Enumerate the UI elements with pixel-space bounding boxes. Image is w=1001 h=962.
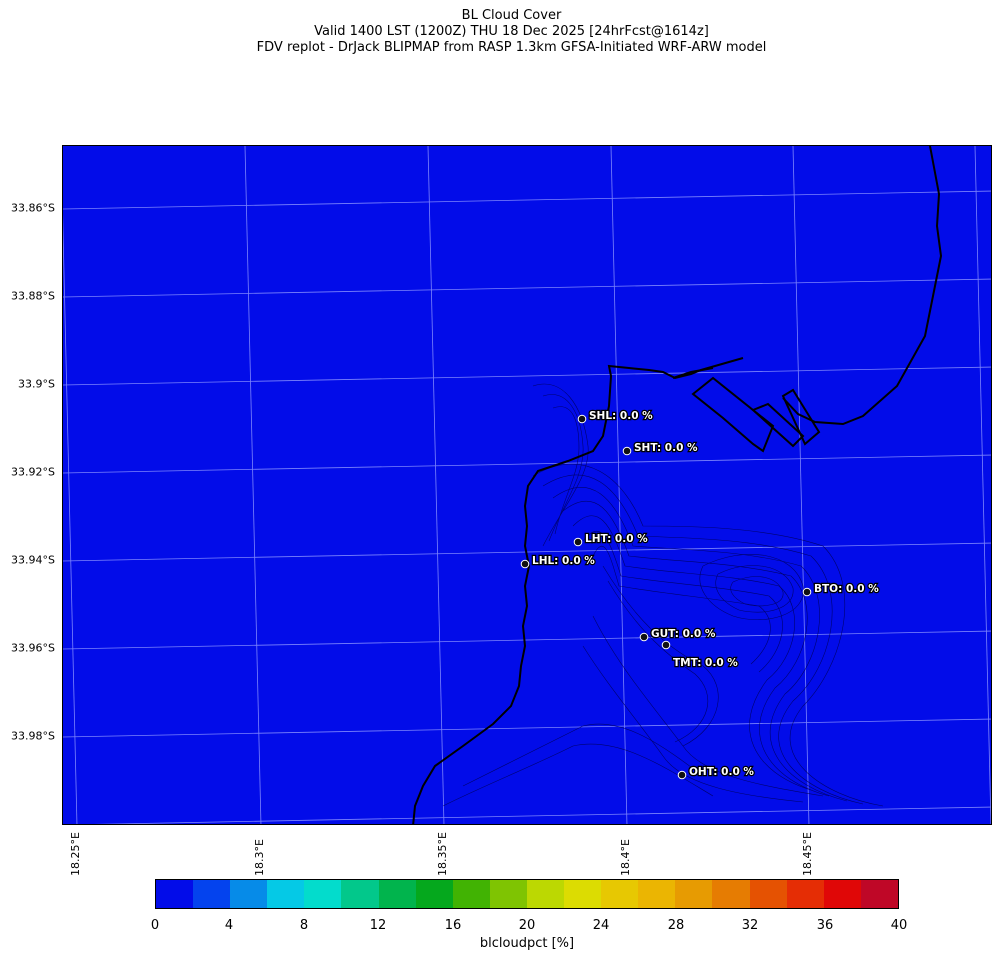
coastline	[412, 146, 943, 824]
station-marker-gut[interactable]	[639, 632, 649, 642]
station-label-shl: SHL: 0.0 %	[589, 410, 653, 422]
station-label-tmt: TMT: 0.0 %	[673, 657, 738, 669]
colorbar-swatch	[823, 880, 861, 908]
colorbar-swatch	[378, 880, 416, 908]
colorbar-swatch	[712, 880, 750, 908]
graticule	[63, 146, 991, 824]
lat-label: 33.96°S	[11, 641, 55, 655]
station-label-bto: BTO: 0.0 %	[814, 583, 879, 595]
colorbar-swatch	[267, 880, 305, 908]
colorbar-tick: 12	[369, 918, 387, 933]
station-marker-sht[interactable]	[622, 446, 632, 456]
lon-label: 18.35°E	[436, 832, 449, 876]
colorbar-swatch	[638, 880, 676, 908]
colorbar-swatch	[675, 880, 713, 908]
colorbar-tick: 24	[592, 918, 610, 933]
colorbar-tick: 0	[150, 918, 160, 933]
lat-label: 33.98°S	[11, 729, 55, 743]
station-marker-lhl[interactable]	[520, 559, 530, 569]
colorbar-tick: 4	[224, 918, 234, 933]
colorbar-swatch	[230, 880, 268, 908]
lat-label: 33.94°S	[11, 553, 55, 567]
colorbar-swatch	[489, 880, 527, 908]
station-marker-shl[interactable]	[577, 414, 587, 424]
colorbar-swatch	[786, 880, 824, 908]
colorbar-tick: 36	[816, 918, 834, 933]
colorbar-tick: 40	[890, 918, 908, 933]
station-label-lhl: LHL: 0.0 %	[532, 555, 595, 567]
title-block: BL Cloud Cover Valid 1400 LST (1200Z) TH…	[0, 8, 1001, 56]
colorbar-tick: 28	[667, 918, 685, 933]
lat-label: 33.92°S	[11, 465, 55, 479]
lat-label: 33.86°S	[11, 201, 55, 215]
title-line-2: Valid 1400 LST (1200Z) THU 18 Dec 2025 […	[314, 24, 709, 39]
lat-label: 33.9°S	[18, 377, 55, 391]
colorbar-swatch	[341, 880, 379, 908]
lon-label: 18.25°E	[69, 832, 82, 876]
station-marker-lht[interactable]	[573, 537, 583, 547]
lon-label: 18.4°E	[619, 839, 632, 876]
title-line-3: FDV replot - DrJack BLIPMAP from RASP 1.…	[256, 40, 767, 55]
colorbar-swatch	[415, 880, 453, 908]
station-marker-tmt[interactable]	[661, 640, 671, 650]
lon-label: 18.45°E	[801, 832, 814, 876]
colorbar-swatch	[304, 880, 342, 908]
colorbar-swatch	[564, 880, 602, 908]
map-panel[interactable]: SHL: 0.0 % SHT: 0.0 % LHT: 0.0 % LHL: 0.…	[62, 145, 992, 825]
colorbar-swatch	[452, 880, 490, 908]
colorbar-tick: 16	[444, 918, 462, 933]
colorbar-tick: 8	[299, 918, 309, 933]
station-marker-oht[interactable]	[677, 770, 687, 780]
colorbar	[155, 879, 899, 909]
colorbar-tick: 32	[741, 918, 759, 933]
station-label-oht: OHT: 0.0 %	[689, 766, 754, 778]
colorbar-swatch	[601, 880, 639, 908]
colorbar-label: blcloudpct [%]	[479, 936, 575, 951]
colorbar-swatch	[193, 880, 231, 908]
station-label-sht: SHT: 0.0 %	[634, 442, 698, 454]
station-markers: SHL: 0.0 % SHT: 0.0 % LHT: 0.0 % LHL: 0.…	[520, 409, 880, 780]
lon-label: 18.3°E	[253, 839, 266, 876]
station-label-gut: GUT: 0.0 %	[651, 628, 716, 640]
title-line-1: BL Cloud Cover	[461, 8, 562, 23]
terrain-contours	[442, 383, 884, 807]
map-canvas: SHL: 0.0 % SHT: 0.0 % LHT: 0.0 % LHL: 0.…	[63, 146, 991, 824]
station-marker-bto[interactable]	[802, 587, 812, 597]
station-label-lht: LHT: 0.0 %	[585, 533, 648, 545]
colorbar-tick: 20	[518, 918, 536, 933]
colorbar-swatch	[749, 880, 787, 908]
lat-label: 33.88°S	[11, 289, 55, 303]
colorbar-swatch	[860, 880, 898, 908]
colorbar-swatch	[156, 880, 194, 908]
colorbar-swatch	[526, 880, 565, 908]
